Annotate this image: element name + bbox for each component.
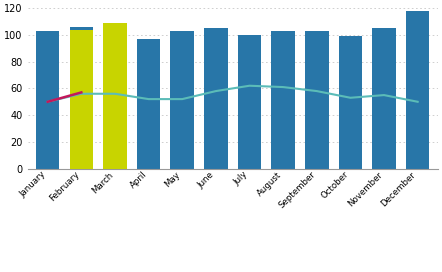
Bar — [406, 11, 430, 169]
Bar — [204, 28, 228, 169]
Bar — [271, 31, 295, 169]
Bar — [103, 23, 127, 169]
Bar — [69, 30, 93, 169]
Bar — [36, 31, 60, 169]
Bar — [103, 28, 127, 169]
Bar — [339, 36, 362, 169]
Bar — [171, 31, 194, 169]
Bar — [238, 35, 261, 169]
Bar — [305, 31, 328, 169]
Bar — [69, 27, 93, 169]
Bar — [137, 39, 160, 169]
Bar — [372, 28, 396, 169]
